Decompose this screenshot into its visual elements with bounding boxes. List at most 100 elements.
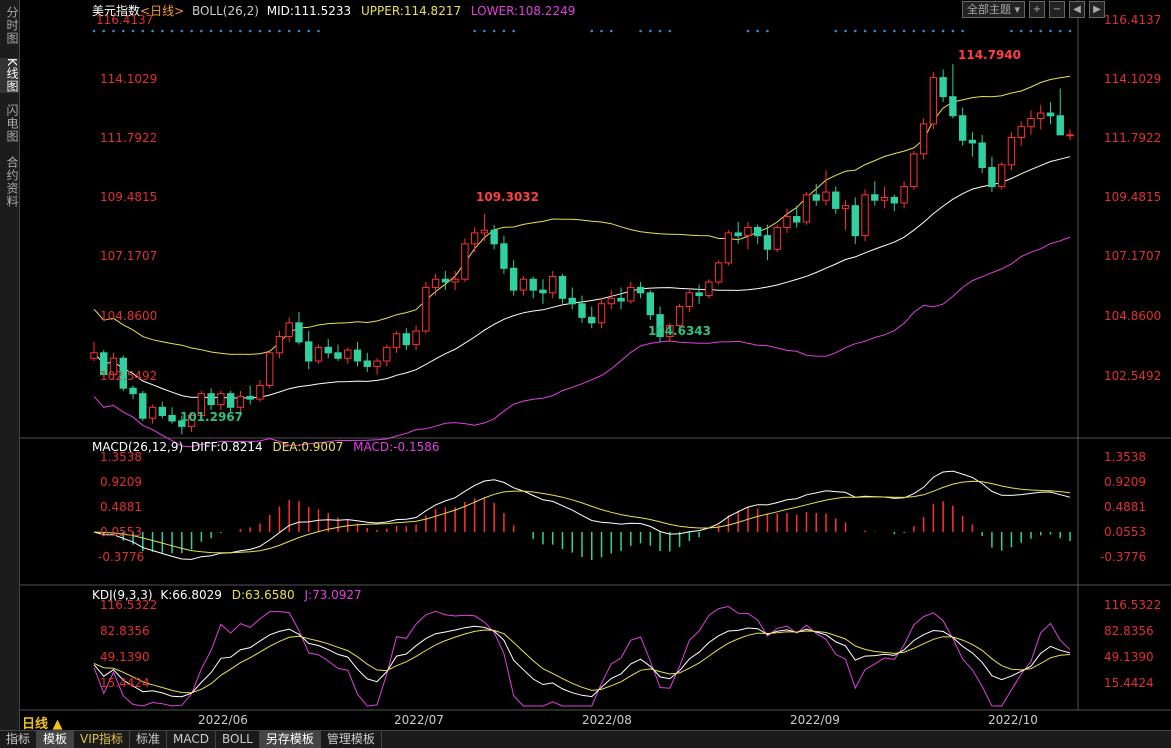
price-label-left: 116.4137 <box>96 13 154 27</box>
signal-dot <box>131 29 135 33</box>
boll-mid: MID:111.5233 <box>266 4 352 18</box>
candle-body <box>509 267 518 291</box>
candle-body <box>871 194 879 201</box>
candle-body <box>1027 117 1035 128</box>
price-label-right: 114.1029 <box>1104 72 1162 86</box>
kdj-j: J:73.0927 <box>304 588 362 602</box>
candle-body <box>295 322 303 343</box>
macd-label-left: 0.4881 <box>100 500 142 514</box>
signal-dot <box>112 29 115 33</box>
signal-dot <box>1010 29 1013 33</box>
signal-dot <box>600 29 603 33</box>
theme-dropdown[interactable]: 全部主题 ▾ <box>961 1 1025 18</box>
kdj-header: KDJ(9,3,3) K:66.8029 D:63.6580 J:73.0927 <box>92 588 362 602</box>
candle-body <box>822 191 830 201</box>
signal-dot <box>932 29 935 33</box>
signal-dot <box>766 29 769 33</box>
signal-dot <box>92 29 96 33</box>
candle-body <box>714 262 723 283</box>
candle-body <box>519 278 528 291</box>
signal-dot <box>951 29 955 33</box>
candle-body <box>207 393 215 406</box>
tab-contract-info[interactable]: 合约资料 <box>5 156 19 208</box>
price-label-left: 109.4815 <box>100 190 158 204</box>
candle-body <box>500 243 508 269</box>
tab-standard[interactable]: 标准 <box>130 731 168 748</box>
signal-dot <box>473 29 476 33</box>
candle-body <box>607 297 615 305</box>
scroll-right-icon[interactable]: ▶ <box>1089 1 1105 18</box>
candle-body <box>158 406 167 416</box>
candle-body <box>168 414 176 422</box>
candle-body <box>461 243 469 280</box>
chart-area[interactable]: 美元指数<日线> BOLL(26,2) MID:111.5233 UPPER:1… <box>20 0 1171 730</box>
period-selector[interactable]: 日线 ▲ <box>22 717 63 732</box>
boll-label: BOLL(26,2) <box>191 4 259 18</box>
signal-dot <box>512 29 515 33</box>
boll-upper: UPPER:114.8217 <box>360 4 462 18</box>
kdj-label-right: 49.1390 <box>1104 650 1154 664</box>
tab-manage-template[interactable]: 管理模板 <box>321 731 382 748</box>
tab-kline[interactable]: K线图 <box>0 58 19 93</box>
signal-dot <box>200 29 203 33</box>
candle-body <box>636 286 645 294</box>
candle-body <box>119 357 127 389</box>
tab-template[interactable]: 模板 <box>37 731 75 748</box>
candle-body <box>402 333 411 346</box>
candle-body <box>1066 134 1074 137</box>
macd-label-right: 0.9209 <box>1104 475 1146 489</box>
candle-body <box>705 281 713 297</box>
candle-body <box>90 352 98 359</box>
candle-body <box>529 278 537 291</box>
candle-body <box>226 393 235 408</box>
candle-body <box>148 406 157 419</box>
mid-low-annotation: 104.6343 <box>648 324 712 338</box>
candle-body <box>539 289 547 294</box>
signal-dot <box>219 29 223 33</box>
kdj-label-left: 15.4424 <box>100 676 150 690</box>
macd-diff-line <box>93 470 1071 560</box>
signal-dot <box>756 29 759 33</box>
signal-dot <box>834 29 838 33</box>
tab-timeshare[interactable]: 分时图 <box>5 6 19 45</box>
candle-body <box>958 115 967 141</box>
candle-body <box>910 153 918 188</box>
candle-body <box>568 297 576 305</box>
candle-body <box>412 330 420 346</box>
candle-body <box>470 232 479 245</box>
kdj-label-left: 116.5322 <box>100 598 158 612</box>
signal-dot <box>317 29 320 33</box>
signal-dot <box>121 29 125 33</box>
candle-body <box>373 360 381 367</box>
candle-body <box>783 216 791 228</box>
chart-svg[interactable] <box>20 0 1171 730</box>
tab-save-template[interactable]: 另存模板 <box>259 731 321 748</box>
kdj-d: D:63.6580 <box>231 588 295 602</box>
candle-body <box>187 414 196 427</box>
tab-vip-indicator[interactable]: VIP指标 <box>74 731 131 748</box>
zoom-in-icon[interactable]: + <box>1029 1 1045 18</box>
tab-indicator[interactable]: 指标 <box>0 731 38 748</box>
kdj-k: K:66.8029 <box>160 588 222 602</box>
candle-body <box>666 325 674 337</box>
candle-body <box>431 278 440 288</box>
signal-dot <box>844 29 847 33</box>
candle-body <box>753 226 762 237</box>
macd-label-right: 1.3538 <box>1104 450 1146 464</box>
zoom-out-icon[interactable]: − <box>1049 1 1065 18</box>
scroll-left-icon[interactable]: ◀ <box>1069 1 1085 18</box>
tab-lightning[interactable]: 闪电图 <box>5 104 19 143</box>
price-label-left: 107.1707 <box>100 249 158 263</box>
kdj-k-line <box>93 625 1071 698</box>
candle-body <box>685 292 694 307</box>
signal-dot <box>746 29 750 33</box>
candle-body <box>558 276 567 299</box>
candle-body <box>1037 112 1045 119</box>
candle-body <box>246 395 254 400</box>
tab-macd[interactable]: MACD <box>167 731 217 748</box>
candle-body <box>139 393 147 419</box>
tab-boll[interactable]: BOLL <box>216 731 260 748</box>
signal-dot <box>873 29 877 33</box>
signal-dot <box>483 29 486 33</box>
macd-label-right: 0.4881 <box>1104 500 1146 514</box>
